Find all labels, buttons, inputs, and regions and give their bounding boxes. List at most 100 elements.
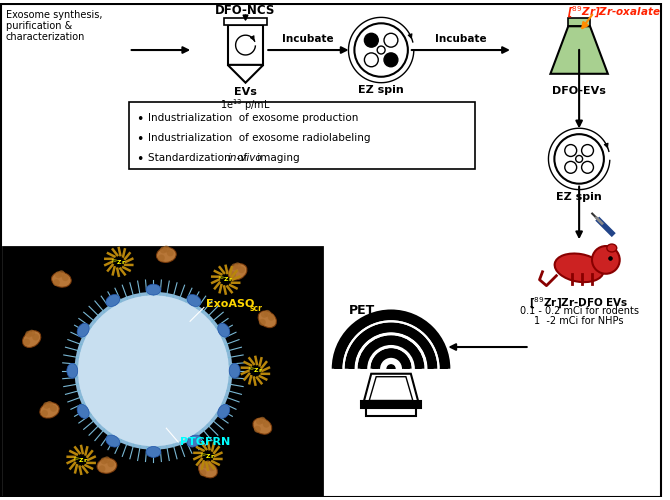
Circle shape	[254, 426, 261, 432]
Circle shape	[208, 464, 215, 471]
Ellipse shape	[218, 323, 230, 337]
Circle shape	[58, 270, 65, 277]
Circle shape	[160, 246, 167, 254]
FancyBboxPatch shape	[1, 4, 661, 496]
Circle shape	[32, 334, 39, 340]
Circle shape	[25, 330, 32, 338]
Circle shape	[565, 162, 577, 173]
Bar	[366, 408, 416, 416]
Text: [$^{89}$Zr]Zr-oxalate: [$^{89}$Zr]Zr-oxalate	[567, 4, 661, 20]
Bar	[327, 369, 456, 433]
Bar	[568, 18, 590, 26]
Text: characterization: characterization	[6, 32, 85, 42]
Circle shape	[264, 310, 271, 317]
Circle shape	[259, 417, 266, 424]
Circle shape	[384, 53, 398, 67]
Circle shape	[364, 53, 379, 67]
Text: 1e$^{13}$ p/mL: 1e$^{13}$ p/mL	[220, 98, 271, 114]
Circle shape	[107, 460, 115, 468]
Ellipse shape	[97, 458, 117, 473]
Circle shape	[582, 162, 594, 173]
Bar	[228, 26, 263, 65]
Text: 0.1 - 0.2 mCi for rodents: 0.1 - 0.2 mCi for rodents	[520, 306, 639, 316]
Bar	[361, 402, 421, 408]
Ellipse shape	[607, 244, 617, 252]
Ellipse shape	[146, 284, 161, 295]
Circle shape	[377, 46, 385, 54]
Text: Incubate: Incubate	[435, 34, 486, 44]
Text: $^{89}$Zr: $^{89}$Zr	[111, 257, 127, 266]
Circle shape	[50, 405, 57, 412]
Circle shape	[352, 330, 429, 407]
Text: •: •	[137, 133, 144, 146]
Ellipse shape	[187, 435, 201, 447]
Circle shape	[46, 401, 53, 408]
Circle shape	[373, 350, 410, 388]
Text: [$^{89}$Zr]Zr-DFO EVs: [$^{89}$Zr]Zr-DFO EVs	[529, 296, 629, 311]
Circle shape	[342, 320, 440, 418]
Circle shape	[384, 34, 398, 47]
Circle shape	[53, 279, 60, 286]
Ellipse shape	[555, 254, 604, 282]
Polygon shape	[363, 374, 419, 404]
Circle shape	[43, 402, 50, 409]
Circle shape	[62, 274, 69, 281]
Ellipse shape	[253, 418, 272, 434]
Text: PET: PET	[348, 304, 375, 318]
Ellipse shape	[218, 404, 230, 418]
Circle shape	[565, 144, 577, 156]
Ellipse shape	[228, 264, 247, 280]
Text: DFO-NCS: DFO-NCS	[215, 4, 275, 18]
Text: purification &: purification &	[6, 22, 72, 32]
Circle shape	[234, 262, 241, 270]
Ellipse shape	[106, 294, 120, 306]
Circle shape	[41, 410, 48, 417]
Text: $^{89}$Zr: $^{89}$Zr	[218, 275, 233, 284]
Text: •: •	[137, 114, 144, 126]
Circle shape	[256, 418, 263, 424]
Circle shape	[582, 144, 594, 156]
Ellipse shape	[67, 364, 78, 378]
Circle shape	[231, 264, 238, 270]
Ellipse shape	[157, 248, 176, 262]
Ellipse shape	[187, 294, 201, 306]
Circle shape	[100, 458, 107, 464]
Ellipse shape	[106, 435, 120, 447]
Circle shape	[554, 134, 604, 184]
Bar	[3, 247, 322, 494]
Text: Standardization  of: Standardization of	[149, 153, 251, 163]
Text: $^{89}$Zr: $^{89}$Zr	[248, 366, 263, 376]
Text: PTGFRN: PTGFRN	[180, 437, 230, 447]
Text: EZ spin: EZ spin	[358, 84, 404, 94]
Text: imaging: imaging	[254, 153, 299, 163]
Circle shape	[200, 470, 206, 476]
Circle shape	[336, 314, 446, 423]
Circle shape	[576, 156, 583, 162]
Ellipse shape	[23, 330, 41, 347]
Circle shape	[261, 311, 268, 318]
Ellipse shape	[40, 402, 59, 418]
Ellipse shape	[258, 311, 277, 328]
Circle shape	[365, 343, 417, 394]
Circle shape	[98, 466, 105, 472]
Ellipse shape	[77, 323, 89, 337]
Circle shape	[263, 421, 270, 428]
Circle shape	[238, 266, 245, 274]
Circle shape	[360, 338, 421, 400]
Circle shape	[340, 318, 442, 420]
Ellipse shape	[77, 404, 89, 418]
Circle shape	[158, 254, 165, 262]
Ellipse shape	[52, 272, 71, 287]
Circle shape	[348, 326, 433, 412]
Circle shape	[268, 314, 275, 321]
Circle shape	[55, 272, 62, 278]
Text: •: •	[137, 153, 144, 166]
Text: $^{89}$Zr: $^{89}$Zr	[74, 455, 89, 464]
Polygon shape	[369, 376, 413, 400]
Circle shape	[229, 272, 236, 278]
Circle shape	[592, 246, 620, 274]
Polygon shape	[228, 65, 263, 82]
Circle shape	[76, 294, 230, 448]
Circle shape	[378, 356, 404, 382]
Text: Industrialization  of exosome radiolabeling: Industrialization of exosome radiolabeli…	[149, 133, 371, 143]
